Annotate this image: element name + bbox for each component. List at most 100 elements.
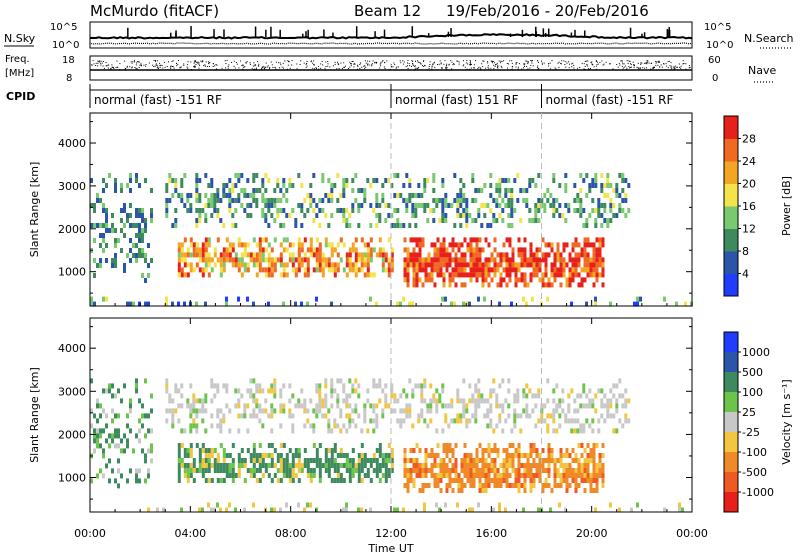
echo-cell (468, 418, 472, 424)
echo-cell (294, 267, 298, 273)
echo-cell (195, 198, 199, 203)
echo-cell (495, 188, 499, 193)
nave-dot (652, 67, 654, 69)
echo-cell (627, 208, 631, 213)
echo-cell (273, 448, 277, 453)
nave-dot (673, 66, 675, 68)
echo-cell (318, 208, 322, 213)
nave-dot (148, 62, 150, 64)
nave-dot (685, 63, 687, 65)
echo-cell (474, 413, 478, 419)
echo-cell (243, 247, 247, 253)
nave-dot (500, 65, 502, 67)
echo-cell (421, 473, 425, 478)
echo-cell (252, 443, 256, 448)
echo-cell (303, 448, 307, 453)
echo-cell (222, 188, 226, 193)
nave-dot (571, 63, 573, 65)
echo-cell (529, 262, 533, 268)
echo-cell (180, 443, 184, 448)
echo-cell (538, 277, 542, 283)
echo-cell (381, 252, 385, 258)
echo-cell (481, 448, 485, 453)
echo-cell (309, 252, 313, 258)
nave-dot (601, 60, 603, 62)
nave-dot (357, 65, 359, 67)
echo-cell (150, 393, 153, 399)
echo-cell (327, 473, 331, 478)
echo-cell (90, 223, 93, 228)
echo-cell (240, 458, 244, 463)
echo-cell (207, 257, 211, 263)
echo-cell (451, 453, 455, 458)
nave-dot (205, 61, 207, 63)
echo-cell (448, 242, 452, 248)
echo-cell (213, 252, 217, 258)
echo-cell (276, 183, 280, 188)
nave-dot (676, 66, 678, 68)
echo-cell (96, 223, 99, 228)
echo-cell (357, 468, 361, 473)
echo-cell (111, 223, 114, 228)
nave-dot (469, 64, 471, 66)
nave-dot (605, 61, 607, 63)
echo-cell (429, 383, 433, 389)
echo-cell (297, 257, 301, 263)
echo-cell (565, 282, 569, 288)
echo-cell (501, 378, 505, 384)
echo-cell (520, 473, 524, 478)
echo-cell (528, 218, 532, 223)
echo-cell (147, 428, 150, 434)
echo-cell (502, 257, 506, 263)
echo-cell (189, 453, 193, 458)
echo-cell (553, 473, 557, 478)
echo-cell (477, 388, 481, 394)
nave-dot (275, 61, 277, 63)
echo-cell (93, 258, 96, 263)
echo-cell (312, 443, 316, 448)
echo-cell (306, 418, 310, 424)
echo-cell (558, 213, 562, 218)
nave-dot (680, 65, 682, 67)
nave-dot (131, 62, 133, 64)
echo-cell (204, 448, 208, 453)
echo-cell (478, 237, 482, 243)
echo-cell (123, 263, 126, 268)
echo-cell (562, 453, 566, 458)
echo-cell (228, 208, 232, 213)
echo-cell (427, 257, 431, 263)
echo-cell (406, 468, 410, 473)
echo-cell (475, 237, 479, 243)
echo-cell (477, 398, 481, 404)
echo-cell (412, 448, 416, 453)
echo-cell (300, 242, 304, 248)
nave-dot (136, 62, 138, 64)
echo-cell (363, 413, 367, 419)
echo-cell (162, 507, 165, 513)
echo-cell (507, 388, 511, 394)
echo-cell (249, 213, 253, 218)
echo-cell (433, 458, 437, 463)
echo-cell (246, 178, 250, 183)
echo-cell (246, 468, 250, 473)
echo-cell (568, 483, 572, 488)
echo-cell (249, 193, 253, 198)
echo-cell (189, 448, 193, 453)
nave-dot (568, 61, 569, 63)
echo-cell (108, 478, 111, 484)
echo-cell (120, 218, 123, 223)
nave-dot (548, 65, 550, 67)
echo-cell (541, 488, 545, 493)
echo-cell (510, 208, 514, 213)
echo-cell (282, 237, 286, 243)
echo-cell (180, 247, 184, 253)
echo-cell (324, 378, 328, 384)
nave-dot (392, 66, 394, 68)
echo-cell (624, 213, 628, 218)
echo-cell (300, 257, 304, 263)
echo-cell (423, 203, 427, 208)
echo-cell (612, 188, 616, 193)
echo-cell (195, 252, 199, 258)
echo-cell (535, 247, 539, 253)
echo-cell (580, 252, 584, 258)
